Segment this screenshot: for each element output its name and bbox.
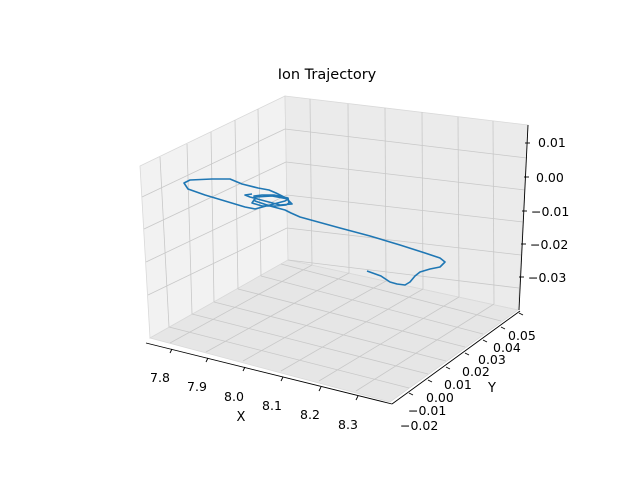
x-tick-label-5: 8.3 — [338, 417, 358, 432]
floor-pane — [148, 259, 519, 403]
y-axis-line — [391, 310, 521, 405]
series-layer — [183, 178, 446, 286]
x-tick-label-4: 8.2 — [300, 407, 320, 422]
y-tick-label-0: −0.02 — [400, 418, 438, 433]
z-tick-label-0: 0.01 — [538, 135, 566, 150]
y-tick-label-1: −0.01 — [408, 403, 446, 418]
z-tick-label-1: 0.00 — [536, 170, 564, 185]
grid-lines — [141, 98, 528, 392]
x-axis-label: X — [237, 410, 246, 425]
chart-title: Ion Trajectory — [278, 67, 377, 83]
y-tick-label-5: 0.03 — [478, 352, 506, 367]
z-tick-label-4: −0.03 — [528, 270, 566, 285]
y-tick-label-7: 0.05 — [508, 328, 536, 343]
y-tick-label-4: 0.02 — [462, 364, 490, 379]
x-tick-label-3: 8.1 — [262, 398, 282, 413]
x-tick-label-0: 7.8 — [150, 370, 170, 385]
x-tick-label-1: 7.9 — [187, 379, 207, 394]
z-tick-label-3: −0.02 — [530, 237, 568, 252]
y-tick-label-3: 0.01 — [444, 377, 472, 392]
y-axis-label: Y — [487, 381, 496, 396]
tick-marks — [169, 142, 530, 401]
y-tick-label-6: 0.04 — [493, 340, 521, 355]
trajectory-line-0 — [183, 178, 446, 286]
z-axis-line — [518, 124, 529, 311]
y-tick-label-2: 0.00 — [426, 390, 454, 405]
x-tick-label-2: 8.0 — [224, 389, 244, 404]
axis-lines — [145, 124, 529, 405]
z-tick-label-2: −0.01 — [531, 204, 569, 219]
x-axis-line — [145, 342, 393, 405]
